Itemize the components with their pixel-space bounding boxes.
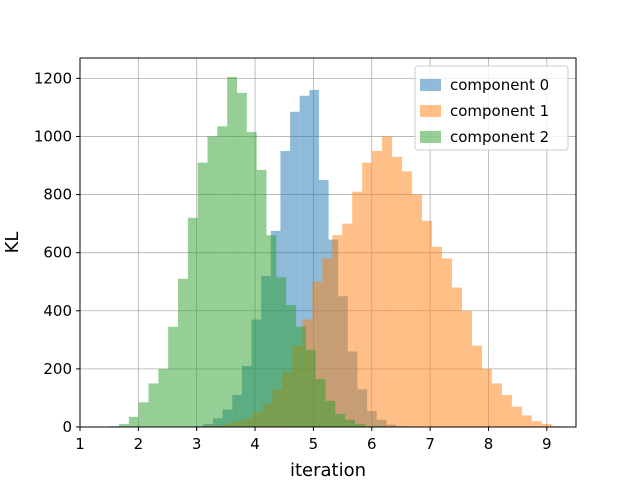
histogram-bar	[354, 424, 365, 427]
histogram-bar	[345, 419, 355, 427]
x-tick-label: 6	[367, 435, 377, 453]
histogram-bar	[521, 415, 532, 427]
y-axis-label: KL	[2, 232, 23, 254]
legend: component 0 component 1 component 2	[414, 65, 569, 151]
x-axis-ticks: 1 2 3 4 5 6 7 8 9	[75, 427, 552, 453]
histogram-bar	[422, 220, 433, 427]
legend-swatch	[420, 79, 441, 91]
histogram-bar	[501, 395, 512, 427]
histogram-bar	[335, 413, 346, 427]
histogram-bar	[402, 171, 413, 427]
histogram-bar	[236, 92, 247, 427]
x-tick-label: 3	[192, 435, 202, 453]
y-tick-label: 200	[43, 360, 72, 378]
histogram-bar	[207, 136, 218, 427]
histogram-bar	[412, 194, 423, 427]
histogram-bar	[138, 402, 149, 427]
x-tick-label: 5	[309, 435, 319, 453]
histogram-bar	[432, 246, 443, 427]
y-tick-label: 600	[43, 244, 72, 262]
legend-label: component 0	[450, 76, 549, 94]
x-tick-label: 1	[75, 435, 85, 453]
legend-swatch	[420, 105, 441, 117]
x-tick-label: 2	[134, 435, 144, 453]
y-tick-label: 800	[43, 186, 72, 204]
histogram-bar	[286, 304, 296, 427]
x-tick-label: 9	[542, 435, 552, 453]
x-tick-label: 7	[425, 435, 435, 453]
histogram-bar	[148, 383, 159, 427]
histogram-bar	[119, 424, 129, 427]
histogram-bar	[362, 162, 373, 427]
histogram-bar	[276, 277, 287, 427]
histogram-bar	[197, 162, 208, 427]
histogram-bar	[461, 310, 472, 427]
histogram-bar	[531, 421, 542, 427]
y-tick-label: 0	[62, 418, 72, 436]
histogram-bar	[332, 235, 343, 427]
histogram-bar	[372, 150, 383, 427]
histogram-bar	[342, 223, 353, 427]
y-tick-label: 400	[43, 302, 72, 320]
histogram-bar	[299, 95, 310, 427]
histogram-bar	[256, 169, 267, 428]
histogram-bar	[481, 368, 492, 427]
histogram-bar	[217, 126, 228, 427]
histogram-bar	[352, 191, 363, 427]
legend-frame	[414, 65, 569, 151]
histogram-bar	[382, 136, 393, 427]
series-2-bars	[109, 76, 385, 428]
histogram-bar	[309, 89, 319, 427]
histogram-bar	[471, 345, 482, 427]
histogram-bar	[511, 406, 522, 427]
histogram-bar	[227, 76, 237, 427]
histogram-bar	[392, 156, 403, 427]
histogram-bar	[178, 278, 188, 427]
histogram-bar	[266, 235, 277, 427]
legend-swatch	[420, 131, 441, 143]
histogram-bar	[325, 400, 336, 427]
y-axis-ticks: 0 200 400 600 800 1000 1200	[34, 69, 80, 436]
histogram-bar	[168, 326, 179, 427]
x-tick-label: 8	[484, 435, 494, 453]
histogram-bar	[295, 326, 306, 427]
histogram-bar	[246, 132, 257, 427]
y-tick-label: 1000	[34, 127, 72, 145]
y-tick-label: 1200	[34, 69, 72, 87]
histogram-bar	[187, 217, 198, 427]
histogram-bar	[322, 258, 333, 427]
histogram-bar	[491, 383, 502, 427]
histogram-bar	[158, 368, 169, 427]
legend-label: component 2	[450, 128, 549, 146]
x-axis-label: iteration	[290, 460, 366, 480]
histogram-bar	[290, 111, 300, 428]
histogram-bar	[312, 281, 323, 427]
histogram-bar	[305, 350, 316, 427]
legend-label: component 1	[450, 102, 549, 120]
histogram-bar	[452, 287, 462, 427]
histogram-bar	[315, 379, 326, 427]
histogram-bar	[442, 258, 452, 427]
histogram-bars	[109, 76, 562, 428]
histogram-bar	[541, 424, 552, 427]
plot-frame	[79, 57, 577, 428]
histogram-bar	[128, 416, 139, 427]
x-tick-label: 4	[250, 435, 260, 453]
